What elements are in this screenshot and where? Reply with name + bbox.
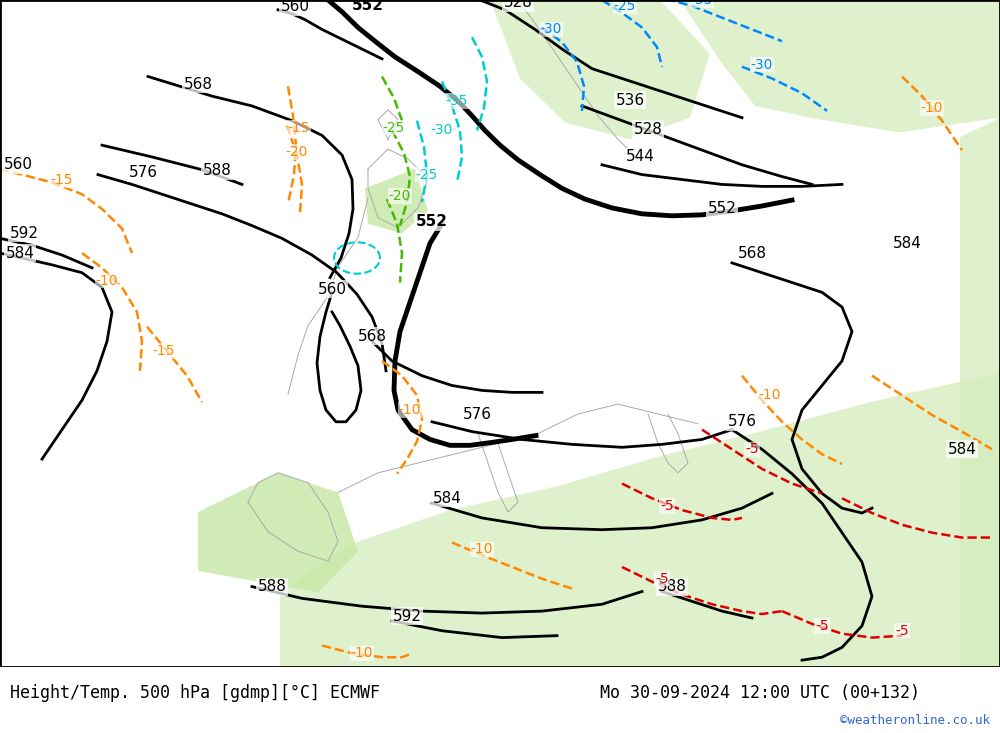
Text: -20: -20 [389,189,411,203]
Text: -25: -25 [416,168,438,182]
Text: -10: -10 [96,273,118,287]
Text: ©weatheronline.co.uk: ©weatheronline.co.uk [840,714,990,727]
Text: 576: 576 [462,408,492,422]
Text: 584: 584 [893,236,921,251]
Text: 536: 536 [615,92,645,108]
Text: -30: -30 [540,23,562,37]
Text: 560: 560 [4,158,32,172]
Text: 576: 576 [128,165,158,180]
Text: 528: 528 [504,0,532,10]
Text: 576: 576 [728,414,757,430]
Text: 584: 584 [433,491,461,506]
Text: 592: 592 [10,226,38,241]
Text: -35: -35 [691,0,713,7]
Text: 588: 588 [258,579,286,594]
Text: -30: -30 [431,123,453,138]
Polygon shape [198,473,358,592]
Text: -25: -25 [614,0,636,13]
Text: -15: -15 [288,120,310,135]
Text: -10: -10 [351,647,373,660]
Text: 552: 552 [416,214,448,229]
Text: -5: -5 [815,619,829,633]
Text: 552: 552 [352,0,384,13]
Polygon shape [280,373,1000,667]
Text: 560: 560 [280,0,310,15]
Text: -10: -10 [921,101,943,115]
Text: -15: -15 [153,345,175,358]
Text: -15: -15 [51,174,73,188]
Text: -5: -5 [745,442,759,456]
Polygon shape [960,118,1000,667]
Text: -10: -10 [759,388,781,402]
Text: -25: -25 [383,120,405,135]
Text: 568: 568 [738,246,767,260]
Polygon shape [680,0,1000,133]
Text: 584: 584 [948,442,976,457]
Text: 528: 528 [634,122,662,137]
Text: -35: -35 [446,94,468,108]
Text: 588: 588 [658,579,686,594]
Polygon shape [490,0,710,139]
Text: 568: 568 [358,329,386,344]
Text: 552: 552 [708,202,736,216]
Text: 560: 560 [318,282,347,297]
Text: -20: -20 [286,145,308,159]
Text: 544: 544 [626,150,654,164]
Text: 592: 592 [392,608,422,624]
Text: Mo 30-09-2024 12:00 UTC (00+132): Mo 30-09-2024 12:00 UTC (00+132) [600,684,920,701]
Text: 588: 588 [203,163,231,178]
Text: Height/Temp. 500 hPa [gdmp][°C] ECMWF: Height/Temp. 500 hPa [gdmp][°C] ECMWF [10,684,380,701]
Text: 584: 584 [6,246,34,260]
Text: -10: -10 [399,403,421,417]
Text: -5: -5 [655,572,669,586]
Text: -5: -5 [660,499,674,513]
Text: 568: 568 [184,77,212,92]
Polygon shape [365,169,428,233]
Text: -5: -5 [895,624,909,638]
Text: -10: -10 [471,542,493,556]
Text: -30: -30 [751,58,773,72]
